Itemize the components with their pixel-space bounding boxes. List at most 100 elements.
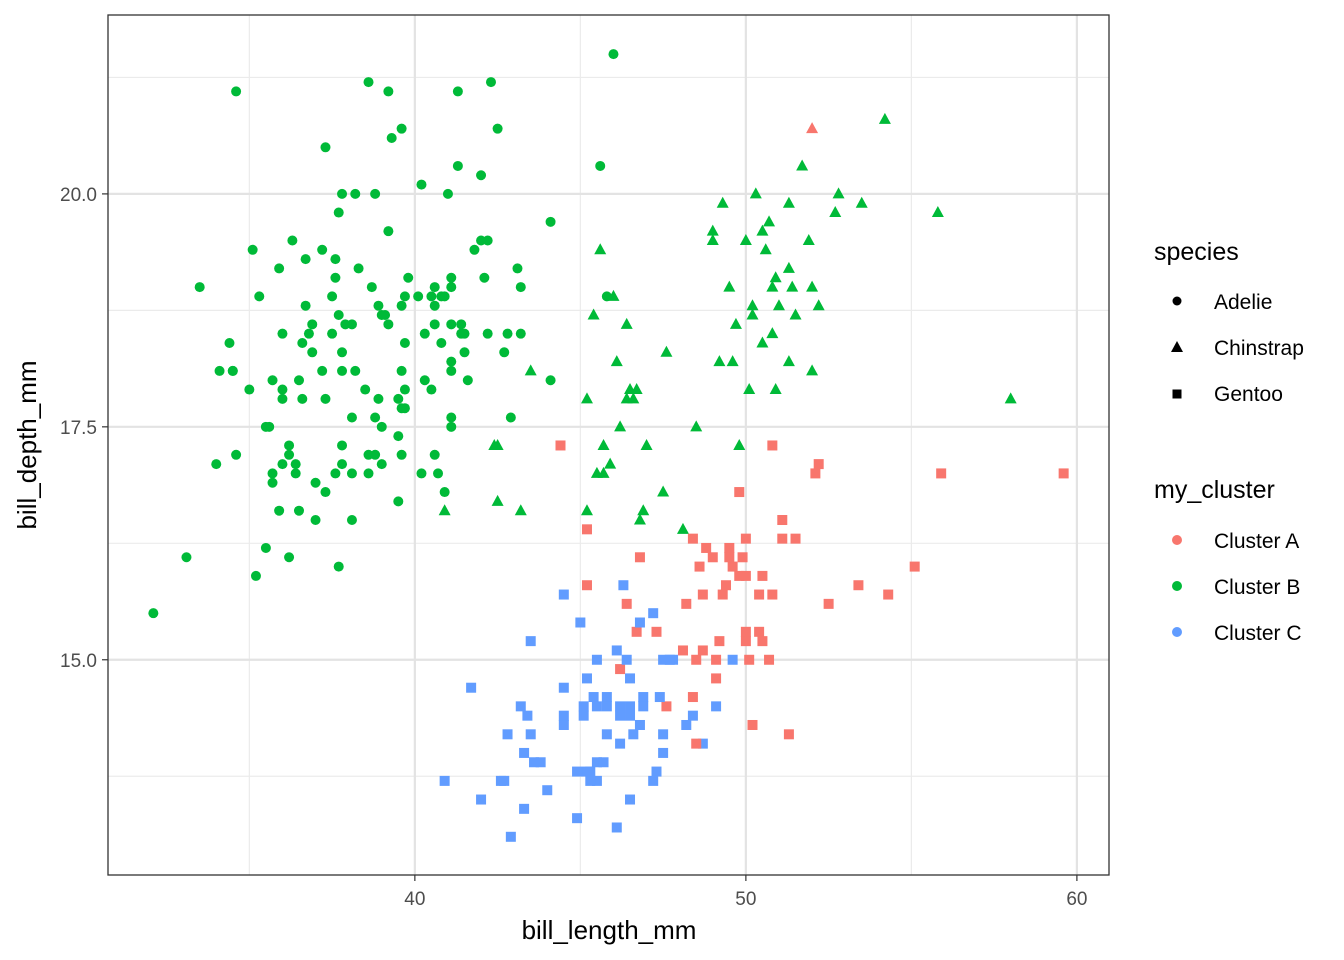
point-gentoo [724,542,735,553]
point-chinstrap [706,233,719,245]
point-chinstrap [829,206,842,218]
legend-label-cluster-a: Cluster A [1214,530,1299,553]
point-adelie [439,487,450,498]
point-adelie [608,49,619,60]
point-adelie [376,459,387,470]
y-axis-title: bill_depth_mm [12,360,42,529]
point-adelie [476,170,487,181]
point-gentoo [707,552,718,563]
point-chinstrap [620,392,633,404]
point-gentoo [711,673,722,684]
point-adelie [333,207,344,218]
point-chinstrap [690,420,703,432]
point-chinstrap [604,457,617,469]
point-adelie [413,291,424,302]
point-adelie [393,431,404,442]
point-adelie [482,328,493,339]
point-chinstrap [580,504,593,516]
point-chinstrap [789,308,802,320]
point-gentoo [697,645,708,656]
point-adelie [446,282,457,293]
point-gentoo [694,561,705,572]
point-chinstrap [713,355,726,367]
point-adelie [317,244,328,255]
point-adelie [333,561,344,572]
point-adelie [330,468,341,479]
point-chinstrap [739,233,752,245]
point-gentoo [555,440,566,451]
point-chinstrap [587,308,600,320]
legend-cluster-a-icon [1172,535,1182,545]
point-adelie [363,449,374,460]
point-gentoo [578,710,589,721]
point-gentoo [572,813,583,824]
point-adelie [346,412,357,423]
point-adelie [419,375,430,386]
point-chinstrap [524,364,537,376]
point-gentoo [625,710,636,721]
point-adelie [429,319,440,330]
point-adelie [346,319,357,330]
point-gentoo [558,719,569,730]
point-adelie [277,328,288,339]
point-gentoo [810,468,821,479]
point-gentoo [1058,468,1069,479]
point-adelie [274,505,285,516]
point-gentoo [515,701,526,712]
point-gentoo [631,626,642,637]
point-adelie [330,272,341,283]
point-adelie [456,319,467,330]
point-gentoo [591,654,602,665]
point-chinstrap [491,494,504,506]
point-adelie [300,254,311,265]
point-gentoo [525,729,536,740]
point-chinstrap [855,196,868,208]
point-adelie [317,365,328,376]
x-tick-label: 40 [404,889,425,910]
point-gentoo [601,729,612,740]
point-chinstrap [806,122,819,134]
point-adelie [396,123,407,134]
point-gentoo [691,738,702,749]
point-gentoo [727,561,738,572]
point-chinstrap [733,438,746,450]
point-gentoo [654,692,665,703]
point-adelie [267,468,278,479]
point-gentoo [615,664,626,675]
panel-border [107,14,1110,876]
point-gentoo [578,701,589,712]
point-gentoo [658,729,669,740]
point-gentoo [588,692,599,703]
point-gentoo [529,757,540,768]
point-chinstrap [514,504,527,516]
point-gentoo [767,589,778,600]
point-adelie [469,244,480,255]
point-gentoo [790,533,801,544]
point-adelie [462,375,473,386]
point-adelie [327,291,338,302]
point-adelie [545,216,556,227]
point-gentoo [651,626,662,637]
point-chinstrap [706,224,719,236]
point-adelie [260,542,271,553]
point-gentoo [625,701,636,712]
point-adelie [363,77,374,88]
point-adelie [337,440,348,451]
point-adelie [297,337,308,348]
point-adelie [194,282,205,293]
point-adelie [227,365,238,376]
point-adelie [337,365,348,376]
point-gentoo [658,654,669,665]
point-gentoo [505,831,516,842]
point-gentoo [519,803,530,814]
point-gentoo [777,533,788,544]
point-adelie [396,300,407,311]
point-adelie [429,449,440,460]
point-adelie [370,412,381,423]
point-gentoo [727,654,738,665]
point-adelie [310,515,321,526]
point-adelie [459,347,470,358]
point-adelie [303,328,314,339]
axis-ticks: 40 50 60 15.0 17.5 20.0 [60,185,1087,910]
